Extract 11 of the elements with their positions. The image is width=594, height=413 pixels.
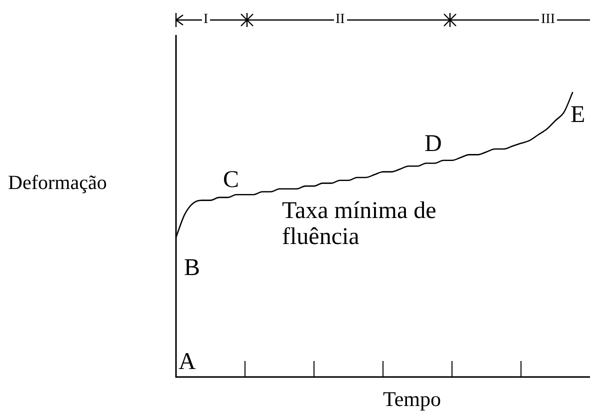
annotation: D — [424, 131, 442, 157]
annotation: B — [184, 255, 200, 281]
annotation: E — [570, 102, 586, 128]
annotation: C — [223, 167, 240, 193]
text: I — [202, 12, 210, 27]
text: II — [334, 12, 347, 27]
annotation: Taxa mínima de fluência — [282, 198, 438, 250]
annotation: A — [178, 349, 196, 375]
x-axis-title: Tempo — [383, 386, 442, 410]
text: III — [539, 12, 557, 27]
y-axis-title: Deformação — [8, 172, 107, 194]
